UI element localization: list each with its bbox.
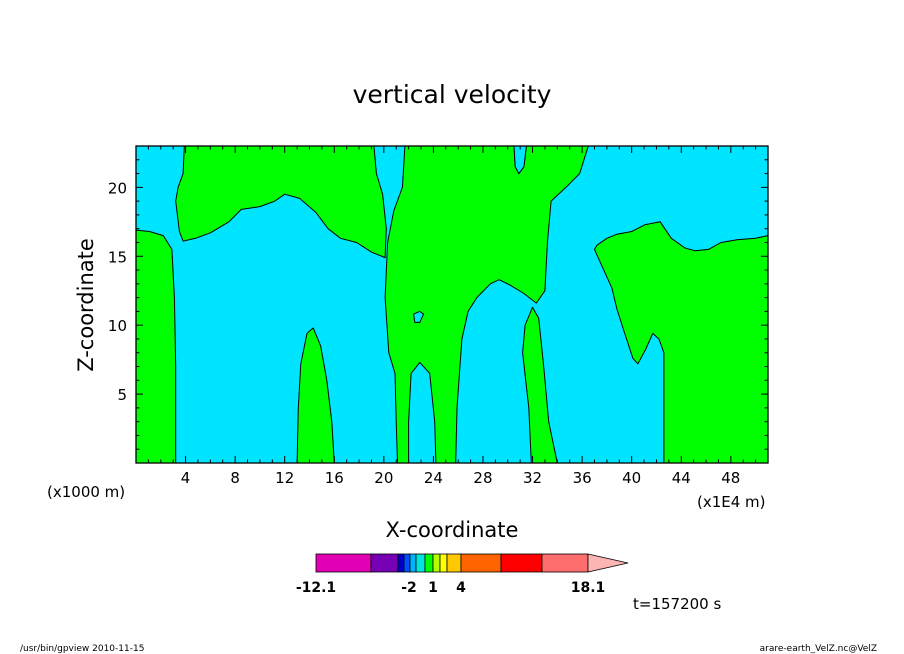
x-tick-label: 24: [424, 469, 443, 487]
colorbar-swatch: [446, 553, 462, 573]
colorbar-swatch: [424, 553, 434, 573]
colorbar-swatch: [541, 553, 589, 573]
x-tick-label: 8: [230, 469, 240, 487]
colorbar-swatch: [397, 553, 405, 573]
y-tick-label: 20: [108, 179, 127, 197]
y-tick-label: 15: [108, 248, 127, 266]
x-tick-label: 4: [181, 469, 191, 487]
x-tick-label: 20: [374, 469, 393, 487]
region-positive-4: [522, 306, 558, 464]
x-tick-label: 28: [473, 469, 492, 487]
colorbar-label: 18.1: [571, 580, 606, 596]
colorbar-swatch: [415, 553, 426, 573]
x-tick-label: 48: [721, 469, 740, 487]
axis-ticks: [136, 146, 768, 463]
region-positive-1: [175, 145, 387, 259]
colorbar-swatch: [432, 553, 441, 573]
colorbar-swatch: [403, 553, 411, 573]
x-tick-label: 32: [523, 469, 542, 487]
x-unit-left: (x1000 m): [47, 483, 125, 501]
footer-right: arare-earth_VelZ.nc@VelZ: [760, 644, 877, 654]
y-axis-label: Z-coordinate: [74, 238, 98, 372]
negative-island-0: [413, 310, 425, 323]
plot-frame: [135, 145, 769, 464]
x-tick-label: 16: [325, 469, 344, 487]
chart-title: vertical velocity: [353, 80, 552, 109]
colorbar-extend-arrow: [587, 553, 629, 573]
colorbar-label: -12.1: [296, 580, 336, 596]
x-tick-label: 12: [275, 469, 294, 487]
colorbar-swatch: [409, 553, 417, 573]
x-tick-label: 40: [622, 469, 641, 487]
y-tick-label: 5: [117, 386, 127, 404]
colorbar: [315, 553, 629, 573]
colorbar-swatch: [439, 553, 448, 573]
region-positive-2: [296, 327, 335, 464]
x-tick-labels: 4 8 12 16 20 24 28 32 36 40 44 48: [181, 469, 741, 487]
x-axis-label: X-coordinate: [386, 518, 519, 542]
colorbar-label: 1: [428, 580, 438, 596]
x-unit-right: (x1E4 m): [697, 493, 766, 511]
colorbar-swatch: [460, 553, 502, 573]
y-tick-label: 10: [108, 317, 127, 335]
time-label: t=157200 s: [633, 595, 721, 613]
region-positive-0: [135, 229, 177, 464]
colorbar-swatch: [500, 553, 543, 573]
colorbar-label: -2: [401, 580, 417, 596]
colorbar-labels: -12.1 -2 1 4 18.1: [296, 580, 605, 596]
colorbar-label: 4: [456, 580, 466, 596]
contour-regions: [135, 145, 769, 464]
contour-islands: [413, 145, 527, 323]
x-tick-label: 44: [672, 469, 691, 487]
x-tick-label: 36: [573, 469, 592, 487]
colorbar-swatch: [315, 553, 372, 573]
y-tick-labels: 5 10 15 20: [108, 179, 127, 404]
negative-island-1: [513, 145, 527, 175]
region-positive-3: [384, 145, 589, 464]
colorbar-swatch: [370, 553, 399, 573]
footer-left: /usr/bin/gpview 2010-11-15: [20, 644, 144, 654]
